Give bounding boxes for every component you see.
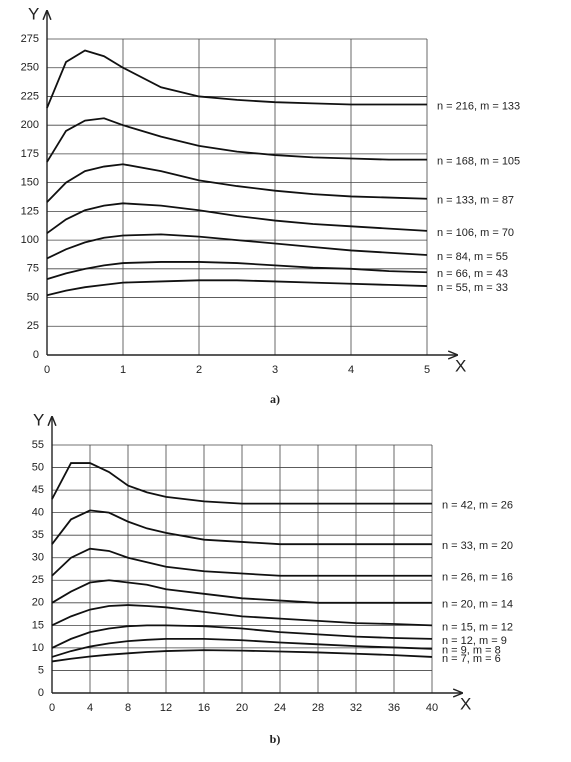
- x-tick-label: 28: [312, 702, 324, 714]
- y-tick-label: 25: [32, 574, 44, 586]
- data-line: [46, 261, 428, 281]
- data-line: [51, 604, 433, 627]
- y-tick-label: 0: [33, 349, 39, 361]
- y-tick-label: 250: [21, 62, 39, 74]
- x-tick-label: 2: [196, 364, 202, 376]
- data-line: [46, 233, 428, 260]
- data-line: [46, 117, 427, 163]
- data-line: [51, 649, 433, 663]
- y-tick-label: 55: [32, 439, 44, 451]
- data-line: [51, 637, 433, 658]
- series-label: n = 216, m = 133: [437, 100, 520, 112]
- y-tick-label: 75: [27, 263, 39, 275]
- data-line: [46, 202, 428, 234]
- x-tick-label: 8: [125, 702, 131, 714]
- y-tick-label: 0: [38, 687, 44, 699]
- y-tick-label: 20: [32, 597, 44, 609]
- y-tick-label: 30: [32, 552, 44, 564]
- data-line: [51, 547, 432, 577]
- x-tick-label: 32: [350, 702, 362, 714]
- y-tick-label: 50: [32, 461, 44, 473]
- caption: a): [270, 392, 280, 406]
- data-line: [51, 624, 433, 649]
- y-tick-label: 175: [21, 148, 39, 160]
- x-axis-label: X: [460, 694, 471, 713]
- caption: b): [270, 732, 281, 746]
- y-tick-label: 200: [21, 119, 39, 131]
- y-axis-label: Y: [33, 410, 44, 429]
- series-label: n = 26, m = 16: [442, 572, 513, 584]
- x-tick-label: 3: [272, 364, 278, 376]
- series-label: n = 9, m = 8: [442, 645, 501, 657]
- y-tick-label: 45: [32, 484, 44, 496]
- y-tick-label: 10: [32, 642, 44, 654]
- series-label: n = 55, m = 33: [437, 282, 508, 294]
- y-tick-label: 225: [21, 90, 39, 102]
- x-tick-label: 1: [120, 364, 126, 376]
- y-axis-label: Y: [28, 4, 39, 23]
- series-label: n = 133, m = 87: [437, 195, 514, 207]
- x-tick-label: 4: [87, 702, 93, 714]
- series-label: n = 12, m = 9: [442, 635, 507, 647]
- x-tick-label: 16: [198, 702, 210, 714]
- x-tick-label: 40: [426, 702, 438, 714]
- series-label: n = 66, m = 43: [437, 268, 508, 280]
- series-label: n = 84, m = 55: [437, 251, 508, 263]
- series-label: n = 42, m = 26: [442, 500, 513, 512]
- data-line: [51, 509, 432, 546]
- x-tick-label: 24: [274, 702, 286, 714]
- y-tick-label: 150: [21, 177, 39, 189]
- x-tick-label: 0: [44, 364, 50, 376]
- series-label: n = 7, m = 6: [442, 653, 501, 665]
- x-tick-label: 4: [348, 364, 354, 376]
- series-label: n = 20, m = 14: [442, 599, 513, 611]
- y-tick-label: 25: [27, 320, 39, 332]
- x-axis-label: X: [455, 356, 466, 375]
- series-label: n = 168, m = 105: [437, 156, 520, 168]
- series-label: n = 15, m = 12: [442, 621, 513, 633]
- y-tick-label: 100: [21, 234, 39, 246]
- x-tick-label: 20: [236, 702, 248, 714]
- y-tick-label: 15: [32, 619, 44, 631]
- y-tick-label: 35: [32, 529, 44, 541]
- y-tick-label: 125: [21, 205, 39, 217]
- data-line: [46, 279, 428, 297]
- data-line: [51, 579, 432, 604]
- data-line: [51, 462, 432, 505]
- data-line: [46, 49, 427, 109]
- y-tick-label: 50: [27, 291, 39, 303]
- x-tick-label: 5: [424, 364, 430, 376]
- series-label: n = 33, m = 20: [442, 540, 513, 552]
- y-tick-label: 5: [38, 664, 44, 676]
- data-line: [46, 163, 428, 203]
- x-tick-label: 12: [160, 702, 172, 714]
- x-tick-label: 0: [49, 702, 55, 714]
- series-label: n = 106, m = 70: [437, 227, 514, 239]
- x-tick-label: 36: [388, 702, 400, 714]
- y-tick-label: 275: [21, 33, 39, 45]
- y-tick-label: 40: [32, 507, 44, 519]
